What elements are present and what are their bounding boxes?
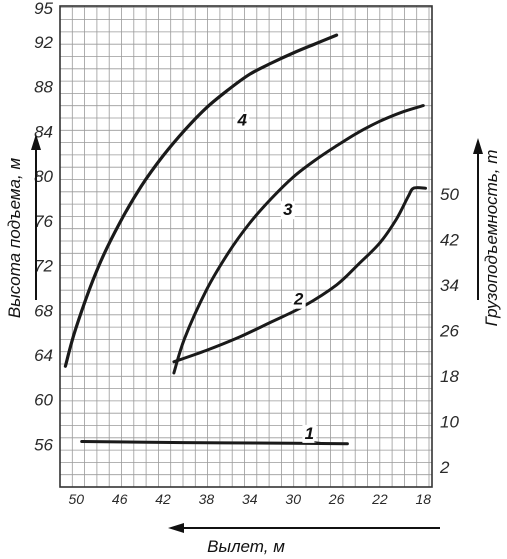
chart-grid <box>59 6 432 488</box>
left-tick-label: 76 <box>34 212 53 231</box>
left-tick-label: 84 <box>34 122 53 141</box>
right-tick-label: 2 <box>439 458 450 477</box>
x-tick-label: 42 <box>155 491 171 507</box>
curve-4 <box>63 33 339 368</box>
x-tick-label: 50 <box>69 491 85 507</box>
right-tick-label: 26 <box>439 322 459 341</box>
x-axis-arrowhead <box>168 523 184 533</box>
curve-label-3: 3 <box>283 200 293 219</box>
curve-label-bg <box>302 424 317 443</box>
x-tick-label: 46 <box>112 491 128 507</box>
left-axis-title-group: Высота подъема, м <box>5 134 41 318</box>
curve-label-2: 2 <box>293 290 304 309</box>
x-axis-title-group: Вылет, м <box>168 523 440 556</box>
curve-label-1: 1 <box>305 424 314 443</box>
curve-label-bg <box>291 290 306 309</box>
right-axis-arrowhead <box>473 138 483 154</box>
x-tick-label: 30 <box>285 491 301 507</box>
left-tick-label: 56 <box>34 436 53 455</box>
x-axis-title: Вылет, м <box>207 537 285 556</box>
left-tick-label: 88 <box>34 78 53 97</box>
curve-2 <box>172 186 427 364</box>
left-tick-label: 80 <box>34 167 53 186</box>
left-axis-title: Высота подъема, м <box>5 158 24 319</box>
left-tick-label: 64 <box>34 346 53 365</box>
right-tick-label: 10 <box>440 413 459 432</box>
left-tick-label: 92 <box>34 33 53 52</box>
left-tick-label: 72 <box>34 257 53 276</box>
x-tick-label: 38 <box>199 491 215 507</box>
curve-labels: 1 2 3 4 <box>235 111 330 445</box>
right-axis-title-group: Грузоподъемность, т <box>473 138 501 326</box>
x-tick-label: 26 <box>328 491 345 507</box>
curve-label-4: 4 <box>236 111 247 130</box>
left-axis-arrowhead <box>31 134 41 150</box>
left-tick-label: 60 <box>34 391 53 410</box>
x-tick-label: 34 <box>242 491 258 507</box>
curve-label-bg <box>280 201 295 220</box>
x-tick-label: 22 <box>371 491 388 507</box>
tick-labels: 50 46 42 38 34 30 26 22 189592888480767268646056… <box>34 0 459 507</box>
right-tick-label: 34 <box>440 276 459 295</box>
right-tick-label: 42 <box>440 230 459 249</box>
curve-3 <box>172 104 425 375</box>
left-tick-label: 68 <box>34 301 53 320</box>
curve-1 <box>80 440 349 446</box>
x-tick-label: 18 <box>416 491 432 507</box>
left-tick-label: 95 <box>34 0 53 18</box>
curve-1-leader <box>314 441 330 445</box>
chart-curves <box>63 33 427 446</box>
plot-frame <box>59 5 433 488</box>
right-tick-label: 18 <box>440 367 459 386</box>
right-tick-label: 50 <box>440 185 459 204</box>
plot-border <box>59 5 433 488</box>
curve-label-bg <box>235 111 250 130</box>
right-axis-title: Грузоподъемность, т <box>482 150 501 327</box>
